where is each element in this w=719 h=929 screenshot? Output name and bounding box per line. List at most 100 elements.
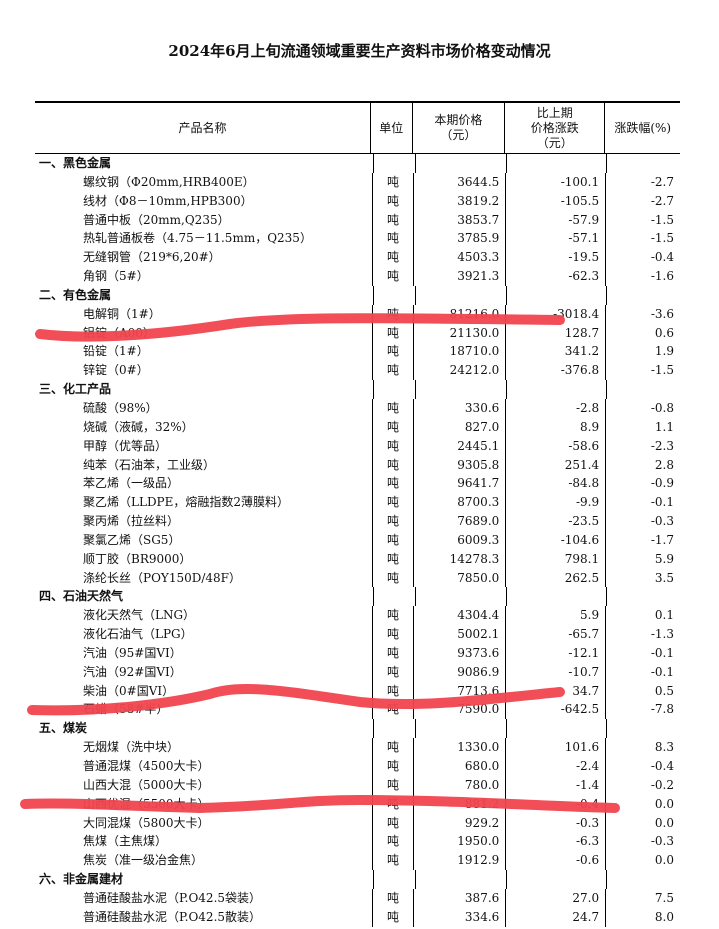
- cell-change: -19.5: [505, 248, 605, 268]
- cell-pct: 8.0: [605, 907, 680, 927]
- cell-pct: -1.3: [605, 625, 680, 644]
- cell-unit: 吨: [371, 398, 414, 418]
- cell-product: 普通硅酸盐水泥（P.O42.5散装）: [83, 909, 262, 924]
- cell-pct: -0.1: [605, 643, 680, 663]
- section-row: 一、黑色金属: [35, 154, 680, 173]
- table-row: 普通中板（20mm,Q235） 吨 3853.7 -57.9 -1.5: [35, 210, 680, 230]
- cell-change: -62.3: [505, 267, 605, 286]
- cell-empty: [414, 154, 506, 173]
- section-row: 六、非金属建材: [35, 870, 680, 889]
- cell-price: 3785.9: [413, 229, 505, 249]
- cell-price: 929.2: [413, 813, 505, 833]
- cell-empty: [605, 587, 680, 607]
- cell-product: 铝锭（A00）: [83, 325, 155, 340]
- cell-pct: -0.9: [605, 474, 680, 494]
- cell-empty: [506, 380, 605, 399]
- cell-pct: 0.5: [605, 681, 680, 701]
- cell-price: 1912.9: [413, 851, 505, 871]
- cell-price: 8700.3: [413, 493, 505, 513]
- cell-pct: -1.5: [605, 361, 680, 381]
- cell-price: 7713.6: [413, 681, 505, 701]
- cell-change: 341.2: [505, 342, 605, 362]
- cell-unit: 吨: [371, 323, 414, 343]
- cell-price: 18710.0: [413, 342, 505, 362]
- table-row: 锌锭（0#） 吨 24212.0 -376.8 -1.5: [35, 361, 680, 381]
- cell-change: 251.4: [505, 455, 605, 475]
- cell-pct: -0.1: [605, 662, 680, 682]
- cell-unit: 吨: [371, 455, 414, 475]
- cell-empty: [506, 870, 605, 889]
- cell-product: 电解铜（1#）: [83, 306, 161, 321]
- cell-pct: -0.2: [605, 775, 680, 795]
- cell-pct: -3.6: [605, 304, 680, 324]
- cell-product: 纯苯（石油苯，工业级）: [83, 457, 216, 472]
- cell-change: -57.9: [505, 210, 605, 230]
- cell-price: 4503.3: [413, 248, 505, 268]
- table-row: 汽油（92#国VI） 吨 9086.9 -10.7 -0.1: [35, 662, 680, 682]
- cell-price: 6009.3: [413, 530, 505, 550]
- table-row: 汽油（95#国VI） 吨 9373.6 -12.1 -0.1: [35, 643, 680, 663]
- cell-change: -105.5: [505, 191, 605, 211]
- cell-empty: [506, 285, 605, 305]
- cell-empty: [506, 587, 605, 607]
- table-row: 普通混煤（4500大卡） 吨 680.0 -2.4 -0.4: [35, 757, 680, 776]
- cell-pct: -2.7: [605, 172, 680, 192]
- cell-price: 881.2: [413, 794, 505, 814]
- cell-product: 普通硅酸盐水泥（P.O42.5袋装）: [83, 890, 262, 905]
- table-row: 普通硅酸盐水泥（P.O42.5散装） 吨 334.6 24.7 8.0: [35, 907, 680, 927]
- cell-product: 山西优混（5500大卡）: [83, 796, 210, 811]
- cell-empty: [605, 285, 680, 305]
- cell-empty: [605, 719, 680, 739]
- cell-pct: -0.4: [605, 757, 680, 776]
- cell-unit: 吨: [371, 210, 414, 230]
- cell-pct: -0.3: [605, 512, 680, 531]
- cell-pct: 8.3: [605, 738, 680, 757]
- cell-empty: [373, 587, 415, 607]
- cell-price: 680.0: [413, 757, 505, 776]
- table-row: 大同混煤（5800大卡） 吨 929.2 -0.3 0.0: [35, 813, 680, 833]
- table-body: 一、黑色金属 螺纹钢（Φ20mm,HRB400E）吨 3644.5 -100.1 -2.…: [35, 154, 680, 927]
- cell-unit: 吨: [371, 512, 414, 531]
- cell-unit: 吨: [371, 775, 414, 795]
- cell-price: 2445.1: [413, 436, 505, 456]
- header-unit: 单位: [369, 103, 412, 153]
- cell-price: 24212.0: [413, 361, 505, 381]
- cell-change: 262.5: [505, 568, 605, 588]
- table-row: 硫酸（98%） 吨 330.6 -2.8 -0.8: [35, 398, 680, 418]
- cell-section: 二、有色金属: [39, 287, 112, 302]
- cell-pct: -1.5: [605, 210, 680, 230]
- cell-change: -12.1: [505, 643, 605, 663]
- header-pct: 涨跌幅(%): [604, 103, 680, 153]
- header-price: 本期价格 （元）: [411, 103, 504, 153]
- cell-section: 一、黑色金属: [39, 156, 112, 170]
- table-row: 烧碱（液碱，32%） 吨 827.0 8.9 1.1: [35, 417, 680, 437]
- table-row: 线材（Φ8－10mm,HPB300） 吨 3819.2 -105.5 -2.7: [35, 191, 680, 211]
- cell-price: 9086.9: [413, 662, 505, 682]
- cell-empty: [605, 154, 680, 173]
- cell-product: 聚氯乙烯（SG5）: [83, 532, 181, 547]
- cell-section: 五、煤炭: [39, 721, 88, 736]
- cell-price: 3853.7: [413, 210, 505, 230]
- cell-unit: 吨: [371, 851, 414, 871]
- cell-price: 7850.0: [413, 568, 505, 588]
- table-row: 角钢（5#） 吨 3921.3 -62.3 -1.6: [35, 267, 680, 286]
- cell-pct: -7.8: [605, 700, 680, 720]
- cell-unit: 吨: [371, 625, 414, 644]
- cell-change: -100.1: [505, 172, 605, 192]
- table-row: 普通硅酸盐水泥（P.O42.5袋装） 吨 387.6 27.0 7.5: [35, 888, 680, 908]
- table-row: 铝锭（A00） 吨 21130.0 128.7 0.6: [35, 323, 680, 343]
- cell-pct: 0.0: [605, 851, 680, 871]
- cell-product: 柴油（0#国VI）: [83, 683, 175, 698]
- cell-unit: 吨: [371, 436, 414, 456]
- table-row: 苯乙烯（一级品） 吨 9641.7 -84.8 -0.9: [35, 474, 680, 494]
- cell-unit: 吨: [371, 229, 414, 249]
- table-header: 产品名称 单位 本期价格 （元） 比上期 价格涨跌 （元） 涨跌幅(%): [35, 103, 680, 154]
- cell-unit: 吨: [371, 643, 414, 663]
- table-row: 山西优混（5500大卡） 吨 881.2 -0.4 0.0: [35, 794, 680, 814]
- cell-pct: -1.6: [605, 267, 680, 286]
- table-row: 液化石油气（LPG） 吨 5002.1 -65.7 -1.3: [35, 625, 680, 644]
- cell-price: 9373.6: [413, 643, 505, 663]
- cell-change: 101.6: [505, 738, 605, 757]
- cell-unit: 吨: [371, 700, 414, 720]
- cell-change: -57.1: [505, 229, 605, 249]
